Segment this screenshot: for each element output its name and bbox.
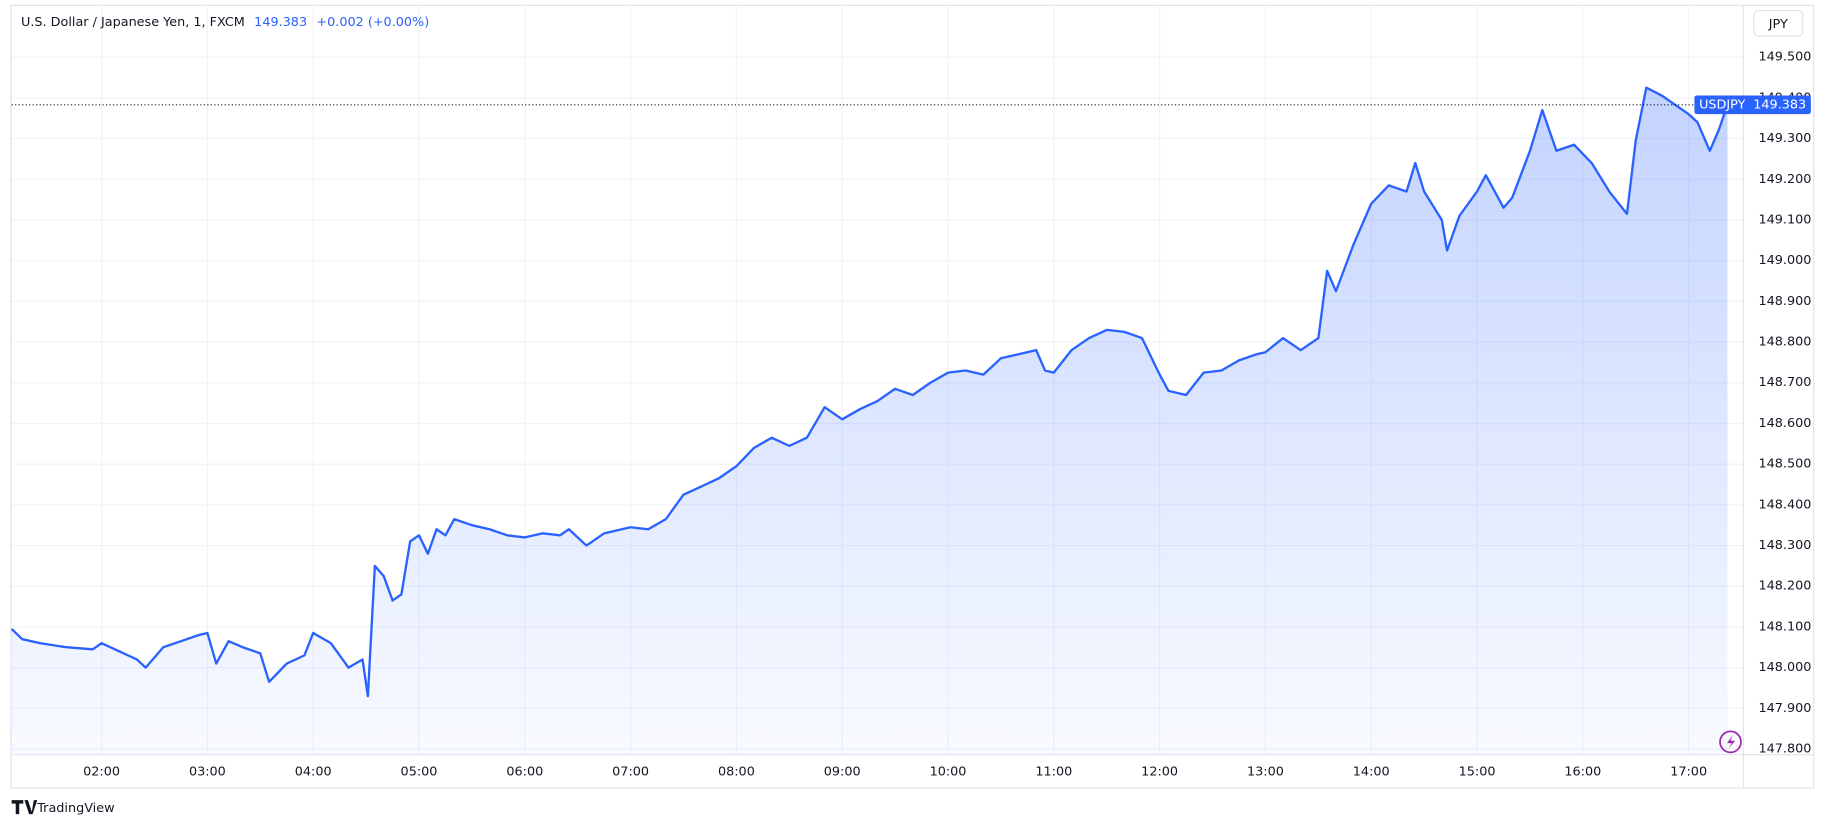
x-tick-label: 08:00 (718, 765, 755, 780)
x-tick-label: 09:00 (824, 765, 861, 780)
currency-label[interactable]: JPY (1768, 17, 1788, 32)
price-line (10, 86, 1729, 698)
x-tick-label: 07:00 (612, 765, 649, 780)
events-icon[interactable] (1719, 730, 1742, 754)
currency-button[interactable] (1753, 9, 1804, 37)
x-tick-label: 10:00 (930, 765, 967, 780)
y-tick-label: 148.500 (1758, 457, 1811, 472)
y-tick-label: 148.300 (1758, 538, 1811, 553)
x-tick-label: 06:00 (506, 765, 543, 780)
x-tick-label: 12:00 (1141, 765, 1178, 780)
y-tick-label: 148.900 (1758, 294, 1811, 309)
area-fill (11, 87, 1728, 755)
y-tick-label: 148.600 (1758, 416, 1811, 431)
y-tick-label: 149.200 (1758, 172, 1811, 187)
title: U.S. Dollar / Japanese Yen, 1, FXCM (21, 15, 245, 30)
y-tick-label: 148.200 (1758, 579, 1811, 594)
x-tick-label: 16:00 (1564, 765, 1601, 780)
brand-name: TradingView (36, 801, 114, 816)
x-tick-label: 02:00 (83, 765, 120, 780)
brand-logo (11, 800, 38, 815)
y-tick-label: 148.400 (1758, 497, 1811, 512)
x-tick-label: 17:00 (1670, 765, 1707, 780)
last-price-symbol: USDJPY (1699, 97, 1746, 112)
y-tick-label: 149.000 (1758, 253, 1811, 268)
y-tick-label: 149.300 (1758, 131, 1811, 146)
header-change: +0.002 (+0.00%) (316, 15, 429, 30)
x-tick-label: 04:00 (295, 765, 332, 780)
x-tick-label: 15:00 (1459, 765, 1496, 780)
y-tick-label: 148.000 (1758, 660, 1811, 675)
x-tick-label: 13:00 (1247, 765, 1284, 780)
y-tick-label: 148.100 (1758, 619, 1811, 634)
x-tick-label: 14:00 (1353, 765, 1390, 780)
y-tick-label: 148.800 (1758, 335, 1811, 350)
y-tick-label: 147.900 (1758, 701, 1811, 716)
y-tick-label: 147.800 (1758, 742, 1811, 757)
events-bolt (1727, 734, 1736, 749)
last-price-value: 149.383 (1753, 97, 1806, 112)
x-tick-label: 11:00 (1035, 765, 1072, 780)
x-tick-label: 03:00 (189, 765, 226, 780)
header-price: 149.383 (254, 15, 307, 30)
x-tick-label: 05:00 (401, 765, 438, 780)
y-tick-label: 149.500 (1758, 50, 1811, 65)
y-tick-label: 148.700 (1758, 375, 1811, 390)
last-price-badge (1694, 95, 1811, 115)
y-tick-label: 149.100 (1758, 212, 1811, 227)
symbol-title: U.S. Dollar / Japanese Yen, 1, FXCM 149.3… (21, 15, 429, 30)
